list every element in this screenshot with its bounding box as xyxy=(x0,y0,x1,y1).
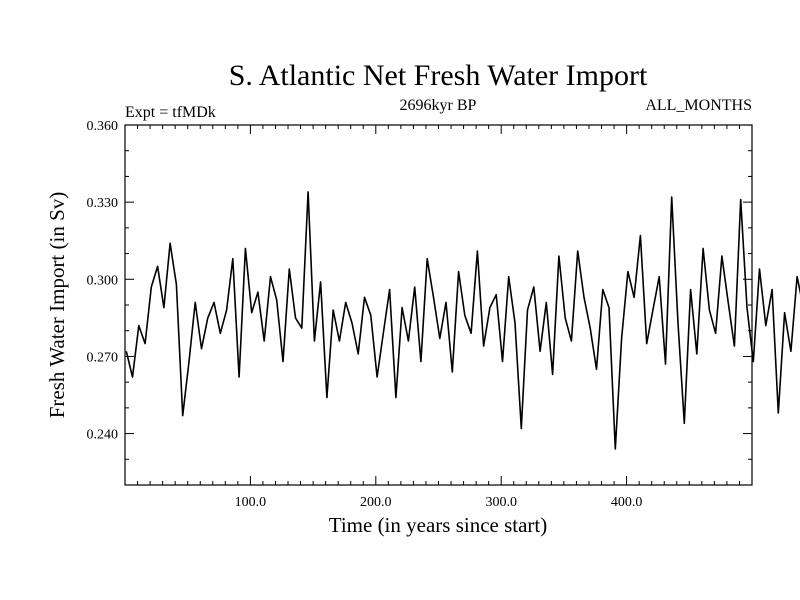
y-axis-label: Fresh Water Import (in Sv) xyxy=(45,192,69,419)
x-tick-label: 100.0 xyxy=(235,495,267,510)
chart-title: S. Atlantic Net Fresh Water Import xyxy=(229,59,648,92)
y-tick-label: 0.300 xyxy=(87,273,119,288)
fresh-water-series-line xyxy=(125,191,800,450)
time-period-label: 2696kyr BP xyxy=(400,97,477,114)
x-tick-label: 400.0 xyxy=(611,495,643,510)
y-tick-label: 0.240 xyxy=(87,428,119,443)
y-axis-ticks: 0.240 0.270 0.300 0.330 0.360 xyxy=(87,119,752,460)
x-axis-ticks: 100.0 200.0 300.0 400.0 xyxy=(137,125,740,510)
months-label: ALL_MONTHS xyxy=(645,97,752,114)
plot-frame xyxy=(124,124,753,486)
x-tick-label: 200.0 xyxy=(360,495,392,510)
experiment-label: Expt = tfMDk xyxy=(125,104,216,121)
x-axis-label: Time (in years since start) xyxy=(329,513,548,537)
x-tick-label: 300.0 xyxy=(485,495,517,510)
y-tick-label: 0.270 xyxy=(87,350,119,365)
y-tick-label: 0.360 xyxy=(87,119,119,134)
y-tick-label: 0.330 xyxy=(87,196,119,211)
